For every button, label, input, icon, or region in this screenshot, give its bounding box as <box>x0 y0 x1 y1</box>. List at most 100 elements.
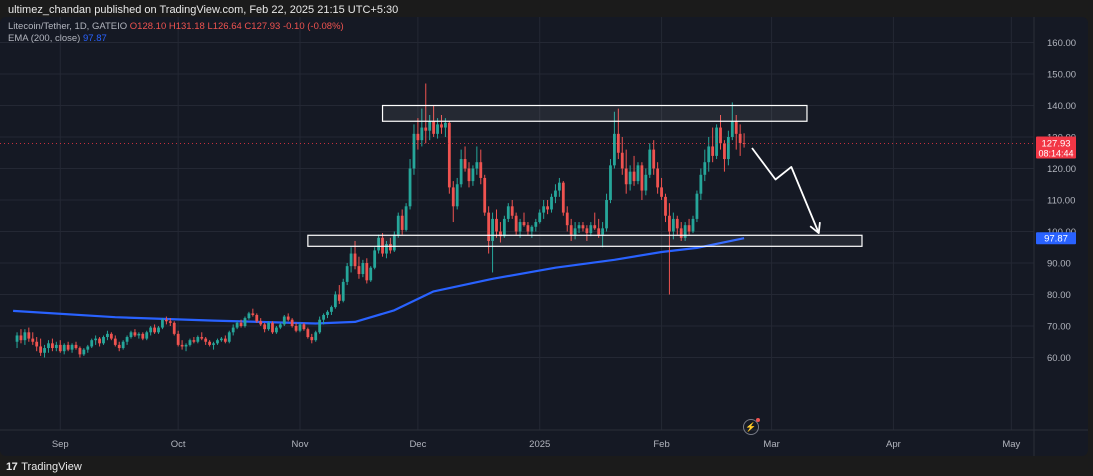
candle-body <box>715 127 718 156</box>
candle <box>373 247 377 270</box>
candle-body <box>593 225 597 229</box>
candle <box>726 130 730 166</box>
candle <box>294 322 298 333</box>
candle-body <box>381 237 384 254</box>
candle <box>636 162 640 185</box>
price-tick-label: 150.00 <box>1047 70 1076 81</box>
time-tick-label: Mar <box>763 439 779 450</box>
candle-body <box>86 346 90 350</box>
candle-body <box>43 348 46 353</box>
candle-body <box>589 225 593 234</box>
candle <box>538 209 542 224</box>
candle <box>271 321 274 334</box>
candle <box>267 321 270 331</box>
candle <box>620 137 624 175</box>
support-zone <box>307 234 863 247</box>
candle <box>168 318 172 326</box>
price-tick-label: 120.00 <box>1047 164 1076 175</box>
chart-legend: Litecoin/Tether, 1D, GATEIO O128.10 H131… <box>8 21 344 45</box>
candle <box>239 319 243 328</box>
time-tick-label: May <box>1002 439 1020 450</box>
candle <box>400 209 404 235</box>
tradingview-logo[interactable]: 17 <box>6 461 18 473</box>
candle <box>247 311 251 320</box>
candle <box>290 318 294 328</box>
candle-body <box>605 200 608 229</box>
candle <box>550 193 553 213</box>
candle <box>141 332 145 341</box>
symbol-legend-line: Litecoin/Tether, 1D, GATEIO O128.10 H131… <box>8 21 344 33</box>
candle <box>707 137 711 172</box>
candle <box>593 212 597 230</box>
ema-label[interactable]: EMA (200, close) <box>8 33 81 44</box>
candle <box>475 146 479 175</box>
candle <box>337 285 341 304</box>
candle-body <box>420 127 424 141</box>
time-tick-label: Oct <box>171 439 186 450</box>
candle-body <box>51 343 54 349</box>
candle-body <box>506 206 510 219</box>
candle <box>149 326 153 336</box>
candle <box>357 256 361 279</box>
candle-body <box>561 182 565 213</box>
candle-body <box>730 121 734 137</box>
candle <box>70 343 74 353</box>
brand-name[interactable]: TradingView <box>21 461 82 473</box>
candle <box>231 324 235 336</box>
candle-body <box>703 162 707 175</box>
candle-body <box>353 253 357 267</box>
candle <box>451 181 455 223</box>
ema-price-tag <box>1036 232 1076 245</box>
price-chart[interactable]: 60.0070.0080.0090.00100.00110.00120.0013… <box>0 17 1088 456</box>
candle <box>345 263 349 286</box>
candle-body <box>487 212 491 241</box>
candle <box>569 218 573 241</box>
candle <box>715 124 718 160</box>
candle <box>495 209 498 238</box>
candle <box>408 159 412 210</box>
candle <box>447 121 451 194</box>
resistance-zone <box>381 104 808 122</box>
candle-body <box>54 344 58 349</box>
candle-body <box>483 177 487 213</box>
candle-body <box>723 143 726 160</box>
candle-body <box>550 196 553 210</box>
candle <box>216 338 219 345</box>
candle-body <box>98 338 101 344</box>
time-tick-label: Sep <box>52 439 69 450</box>
candle <box>102 335 105 345</box>
price-tick-label: 70.00 <box>1047 322 1071 333</box>
candle-body <box>707 146 711 163</box>
candle <box>314 330 318 342</box>
price-tick-label: 140.00 <box>1047 101 1076 112</box>
candle <box>54 341 58 352</box>
candle <box>259 318 263 326</box>
candle <box>227 330 231 344</box>
chart-panel[interactable]: 60.0070.0080.0090.00100.00110.00120.0013… <box>0 17 1088 456</box>
candle-body <box>440 124 443 128</box>
alert-dot <box>756 418 760 422</box>
candle-body <box>290 319 294 326</box>
candle <box>459 149 463 188</box>
candle <box>361 259 365 278</box>
candle <box>388 237 392 254</box>
symbol-name[interactable]: Litecoin/Tether, 1D, GATEIO <box>8 21 128 32</box>
candle-body <box>632 171 636 182</box>
lightning-icon[interactable]: ⚡ <box>743 418 760 435</box>
candle-body <box>82 349 86 355</box>
candle-body <box>39 346 43 353</box>
candle <box>204 337 208 345</box>
candle <box>420 108 424 147</box>
candle-body <box>495 218 498 232</box>
candle-body <box>157 327 160 333</box>
candle-body <box>74 344 78 349</box>
candle <box>377 234 380 254</box>
candle <box>424 83 428 144</box>
candle <box>616 108 620 160</box>
candle <box>66 341 70 352</box>
candle-body <box>652 149 656 169</box>
candle <box>723 140 726 172</box>
candle <box>322 313 325 325</box>
candle-body <box>330 307 333 312</box>
candle-body <box>432 121 436 134</box>
